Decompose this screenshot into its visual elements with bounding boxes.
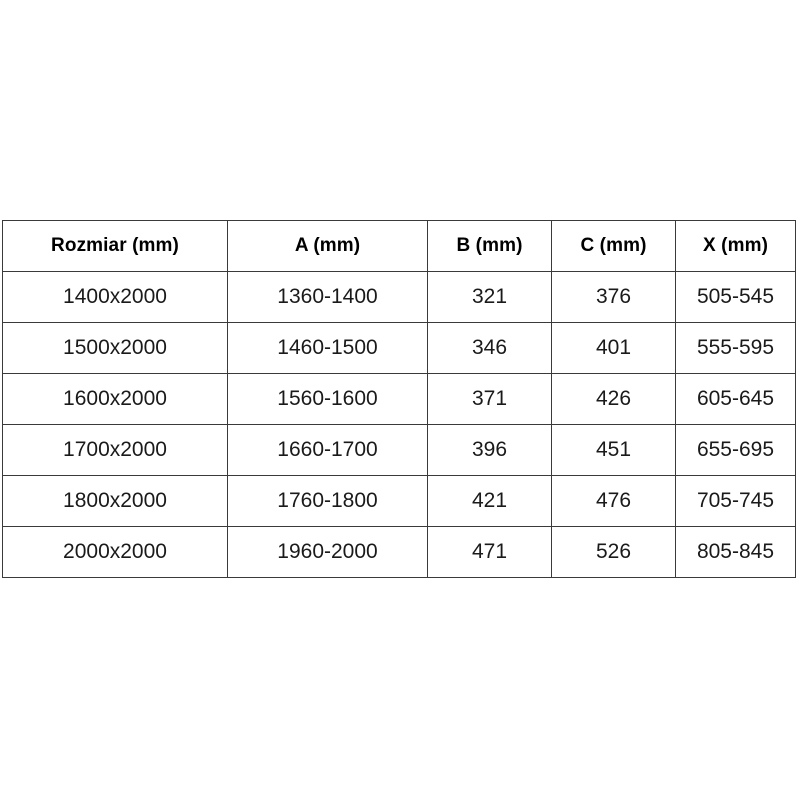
table-row: 1500x2000 1460-1500 346 401 555-595 (2, 322, 796, 374)
cell-x: 705-745 (675, 475, 796, 527)
cell-b: 421 (427, 475, 552, 527)
cell-rozmiar: 1800x2000 (2, 475, 228, 527)
cell-x: 605-645 (675, 373, 796, 425)
cell-rozmiar: 1500x2000 (2, 322, 228, 374)
cell-x: 655-695 (675, 424, 796, 476)
cell-b: 396 (427, 424, 552, 476)
cell-a: 1660-1700 (227, 424, 428, 476)
spec-table-container: Rozmiar (mm) A (mm) B (mm) C (mm) X (mm)… (2, 220, 796, 578)
table-row: 2000x2000 1960-2000 471 526 805-845 (2, 526, 796, 578)
cell-b: 471 (427, 526, 552, 578)
column-header-x: X (mm) (675, 220, 796, 272)
cell-x: 555-595 (675, 322, 796, 374)
cell-c: 476 (551, 475, 676, 527)
cell-a: 1960-2000 (227, 526, 428, 578)
cell-b: 371 (427, 373, 552, 425)
cell-x: 505-545 (675, 271, 796, 323)
column-header-rozmiar: Rozmiar (mm) (2, 220, 228, 272)
cell-b: 321 (427, 271, 552, 323)
cell-c: 401 (551, 322, 676, 374)
cell-x: 805-845 (675, 526, 796, 578)
table-row: 1700x2000 1660-1700 396 451 655-695 (2, 424, 796, 476)
cell-b: 346 (427, 322, 552, 374)
column-header-b: B (mm) (427, 220, 552, 272)
cell-c: 376 (551, 271, 676, 323)
cell-c: 451 (551, 424, 676, 476)
cell-rozmiar: 1700x2000 (2, 424, 228, 476)
cell-a: 1360-1400 (227, 271, 428, 323)
cell-rozmiar: 2000x2000 (2, 526, 228, 578)
column-header-c: C (mm) (551, 220, 676, 272)
cell-c: 426 (551, 373, 676, 425)
cell-c: 526 (551, 526, 676, 578)
table-header: Rozmiar (mm) A (mm) B (mm) C (mm) X (mm) (2, 220, 796, 272)
column-header-a: A (mm) (227, 220, 428, 272)
cell-a: 1460-1500 (227, 322, 428, 374)
cell-a: 1760-1800 (227, 475, 428, 527)
cell-rozmiar: 1400x2000 (2, 271, 228, 323)
table-body: 1400x2000 1360-1400 321 376 505-545 1500… (2, 271, 796, 578)
table-row: 1400x2000 1360-1400 321 376 505-545 (2, 271, 796, 323)
cell-rozmiar: 1600x2000 (2, 373, 228, 425)
shower-enclosure-size-table: Rozmiar (mm) A (mm) B (mm) C (mm) X (mm)… (2, 220, 796, 578)
cell-a: 1560-1600 (227, 373, 428, 425)
table-row: 1600x2000 1560-1600 371 426 605-645 (2, 373, 796, 425)
table-header-row: Rozmiar (mm) A (mm) B (mm) C (mm) X (mm) (2, 220, 796, 272)
table-row: 1800x2000 1760-1800 421 476 705-745 (2, 475, 796, 527)
